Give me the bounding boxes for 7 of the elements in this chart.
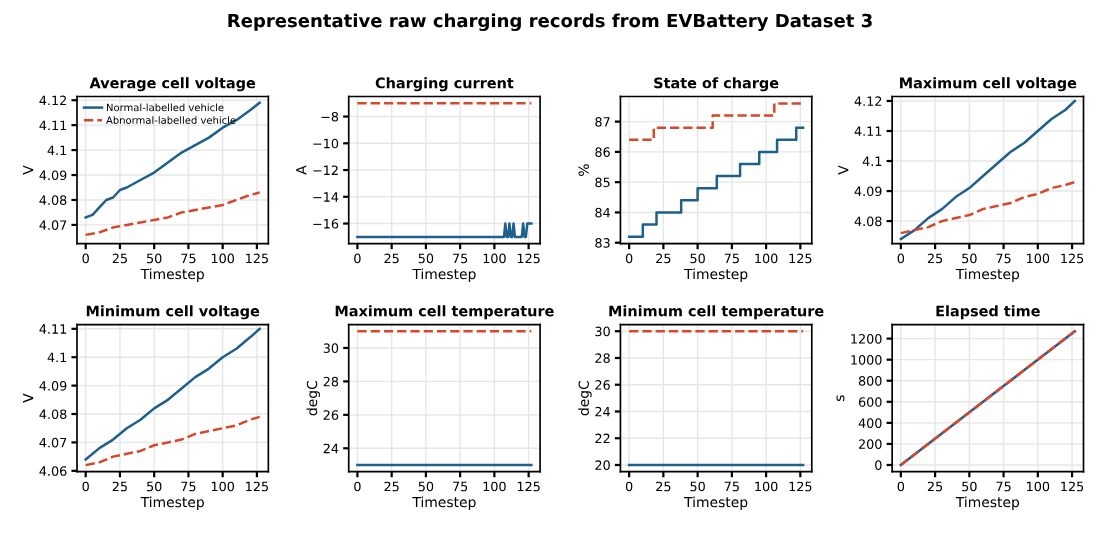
- line-series: [84, 101, 261, 219]
- line-series: [84, 191, 261, 237]
- line-series: [84, 327, 261, 461]
- line-series: [84, 415, 261, 467]
- line-series: [899, 99, 1077, 241]
- line-series: [899, 180, 1077, 235]
- text: Representative raw charging records from EVBattery Dataset 3: [228, 13, 872, 32]
